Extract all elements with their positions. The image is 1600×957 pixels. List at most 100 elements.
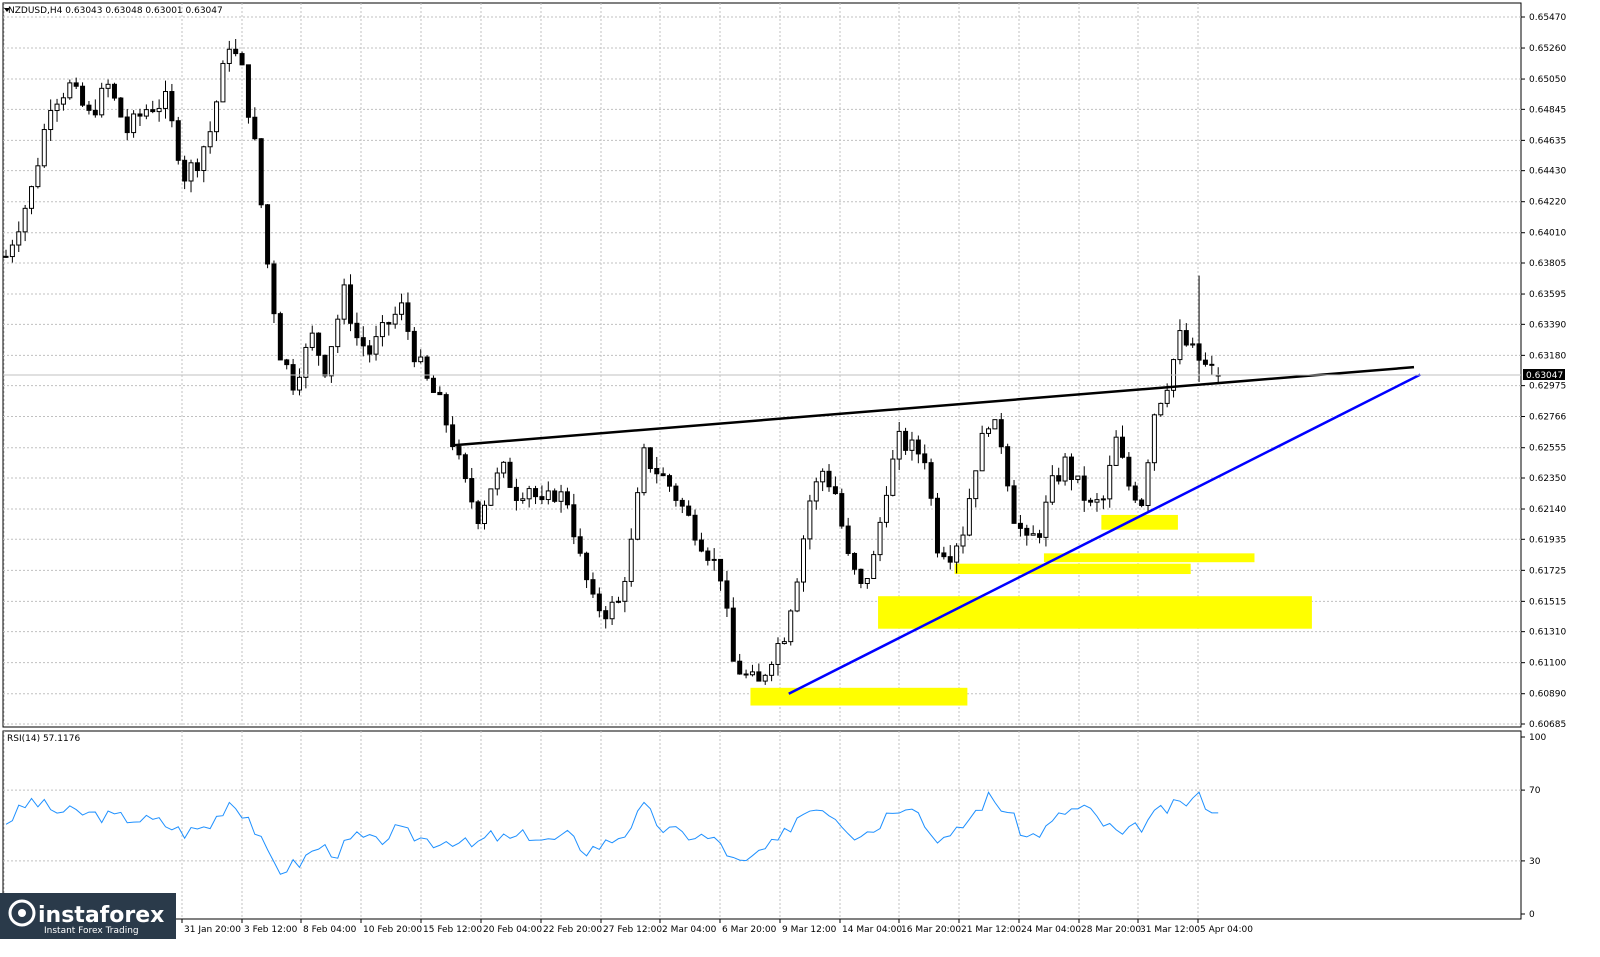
candle-body [245,64,251,118]
candle-body [877,521,883,556]
candle-body [348,284,354,324]
candle-body [647,447,653,470]
candle-body [679,499,685,507]
candle-body [1209,363,1215,366]
candle-body [749,671,755,676]
time-tick-label: 24 Mar 04:00 [1021,925,1081,935]
candle-body [558,491,564,502]
candle-body [1062,456,1068,482]
price-tick-label: 0.61100 [1529,659,1566,669]
candle-body [941,552,947,558]
candle-body [265,204,271,265]
support-line [788,373,1421,695]
candle-body [424,356,430,379]
candle-body [443,394,449,426]
time-tick-label: 6 Mar 20:00 [722,925,777,935]
candle-body [781,641,787,645]
time-tick-label: 15 Feb 12:00 [423,925,482,935]
candle-body [769,663,775,676]
time-tick-label: 8 Feb 04:00 [303,925,357,935]
candle-body [9,244,15,258]
highlight-zone [954,563,1191,575]
candle-body [322,354,328,377]
candle-body [386,322,392,325]
candle-body [552,490,558,502]
candle-body [915,439,921,455]
candle-body [858,568,864,584]
price-tick-label: 0.61310 [1529,628,1566,638]
candle-body [839,493,845,527]
candle-body [137,113,143,117]
candle-body [775,643,781,665]
highlight-zone [878,596,1312,629]
candle-body [360,337,366,347]
candle-body [762,674,768,682]
price-tick-label: 0.65470 [1529,13,1566,23]
price-tick-label: 0.63595 [1529,290,1566,300]
resistance-line [450,365,1415,447]
time-tick-label: 5 Apr 04:00 [1200,925,1253,935]
price-tick-label: 0.63805 [1529,259,1566,269]
candle-body [22,207,28,233]
candle-body [462,454,468,480]
current-price-value: 0.63047 [1526,371,1563,381]
candle-body [979,432,985,472]
candle-body [654,468,660,475]
candle-body [501,461,507,474]
candle-body [220,62,226,103]
price-tick-label: 0.61515 [1529,597,1566,607]
candle-body [724,580,730,609]
time-tick-label: 21 Mar 12:00 [961,925,1021,935]
candle-body [1056,475,1062,482]
time-tick-label: 9 Mar 12:00 [782,925,837,935]
candle-body [1043,501,1049,538]
price-tick-label: 0.62140 [1529,505,1566,515]
time-tick-label: 2 Mar 04:00 [662,925,717,935]
time-tick-label: 28 Mar 20:00 [1081,925,1141,935]
watermark-tagline: Instant Forex Trading [44,926,139,936]
candle-body [41,129,47,167]
candle-body [705,550,711,561]
candle-body [258,138,264,206]
candle-body [998,419,1004,448]
candle-body [1202,359,1208,365]
candle-body [673,485,679,501]
candle-body [131,113,137,134]
candle-body [1132,485,1138,501]
candle-body [1139,499,1145,506]
price-tick-label: 0.61935 [1529,535,1566,545]
candle-body [124,116,130,134]
candle-body [367,345,373,355]
candle-body [411,330,417,363]
rsi-tick-label: 0 [1529,910,1535,920]
price-tick-label: 0.62555 [1529,444,1566,454]
price-tick-label: 0.60890 [1529,690,1566,700]
candle-body [615,600,621,603]
time-axis: 19 J31 Jan 20:003 Feb 12:008 Feb 04:0010… [3,919,1253,935]
candle-body [86,104,92,111]
candle-body [820,470,826,483]
candle-body [826,470,832,488]
watermark-background [0,893,176,939]
candle-body [29,186,35,209]
candle-body [175,120,181,161]
candle-body [545,490,551,501]
candle-body [539,496,545,501]
candle-body [922,453,928,464]
candle-body [667,475,673,487]
candle-body [1120,436,1125,458]
candle-body [392,313,398,325]
time-tick-label: 10 Feb 20:00 [363,925,422,935]
dropdown-triangle-icon[interactable] [4,8,10,12]
candle-body [584,552,590,581]
gear-logo-center-icon [18,909,26,917]
candle-body [284,359,290,366]
candle-body [1183,330,1189,346]
price-tick-label: 0.65050 [1529,75,1566,85]
price-tick-label: 0.61725 [1529,566,1566,576]
price-tick-label: 0.62766 [1529,413,1566,423]
candle-body [92,109,98,116]
candle-body [1068,456,1074,480]
candle-body [488,488,494,506]
